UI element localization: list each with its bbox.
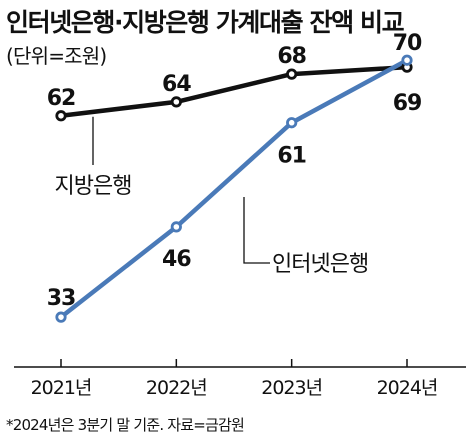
x-axis-ticks	[60, 359, 408, 367]
chart-footnote: *2024년은 3분기 말 기준. 자료=금감원	[6, 416, 245, 434]
internet-bank-point	[55, 311, 67, 323]
internet-bank-point	[286, 117, 298, 129]
internet-bank-label-leader	[243, 197, 270, 264]
regional-bank-point	[55, 110, 67, 122]
x-tick-label: 2022년	[146, 377, 207, 399]
regional-bank-value-label: 62	[47, 86, 76, 111]
internet-bank-point	[170, 221, 182, 233]
regional-bank-value-label: 68	[277, 44, 306, 69]
chart-title: 인터넷은행·지방은행 가계대출 잔액 비교	[6, 8, 405, 37]
x-axis-tick-labels: 2021년 2022년 2023년 2024년	[31, 377, 439, 399]
regional-bank-series-label: 지방은행	[55, 174, 132, 199]
regional-bank-value-label: 69	[393, 91, 422, 116]
regional-bank-point	[170, 96, 182, 108]
internet-bank-value-label: 61	[277, 144, 306, 169]
series-label-leaders	[92, 116, 270, 264]
internet-bank-line	[58, 57, 410, 320]
internet-bank-series-label: 인터넷은행	[272, 252, 368, 277]
x-tick-label: 2021년	[31, 377, 92, 399]
chart-unit: (단위=조원)	[6, 44, 107, 68]
data-labels: 62 64 68 69 33 46 61 70	[47, 31, 423, 311]
internet-bank-value-label: 33	[47, 286, 76, 311]
series-points	[55, 54, 413, 323]
regional-bank-point	[286, 68, 298, 80]
internet-bank-value-label: 70	[393, 31, 422, 56]
x-tick-label: 2024년	[377, 377, 438, 399]
internet-bank-point	[401, 54, 413, 66]
internet-bank-value-label: 46	[162, 247, 191, 272]
x-tick-label: 2023년	[261, 377, 322, 399]
regional-bank-value-label: 64	[162, 72, 191, 97]
regional-bank-line	[58, 64, 410, 119]
series-lines	[58, 57, 410, 320]
